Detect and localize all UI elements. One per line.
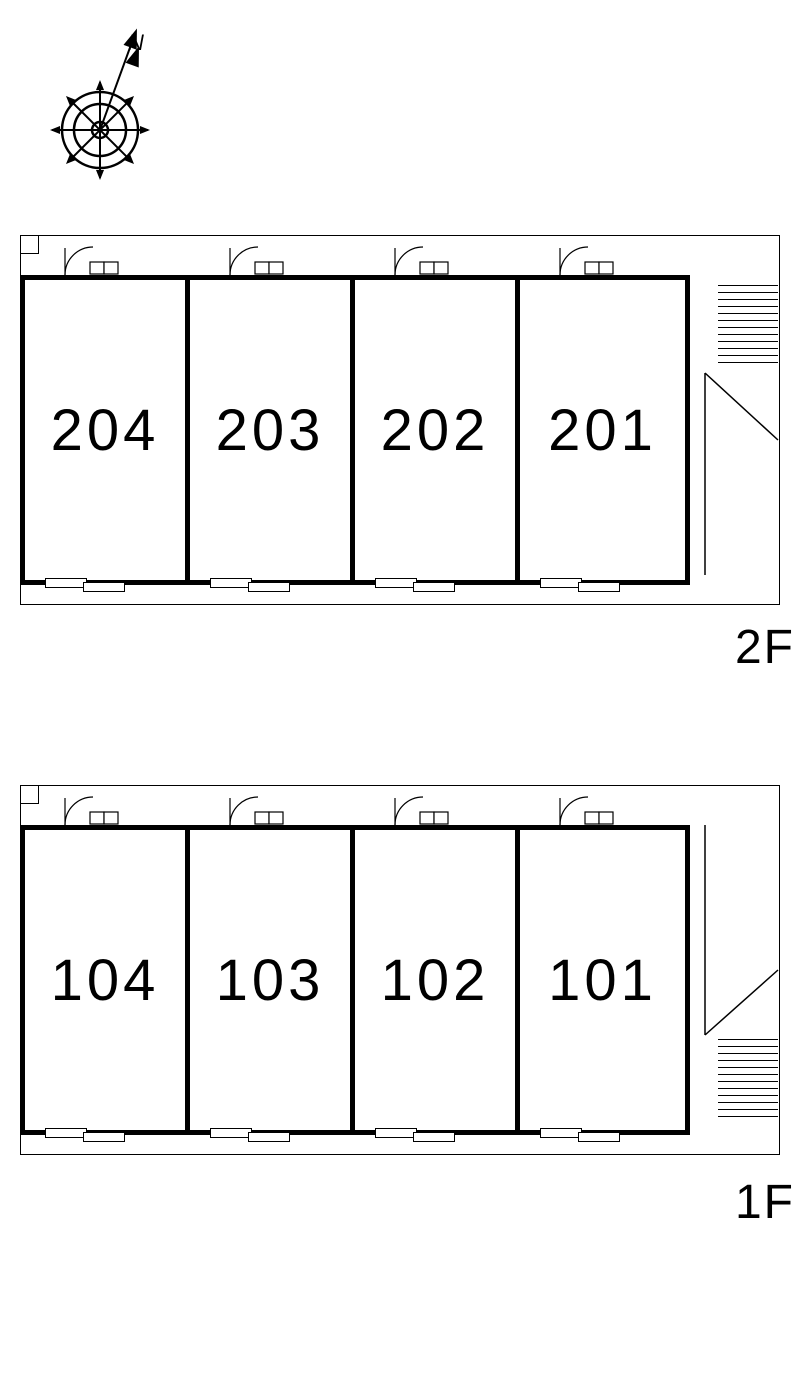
door-icon: [390, 790, 450, 825]
window-mark: [375, 1128, 455, 1142]
unit-label: 204: [51, 397, 160, 464]
floor-label-1f: 1F: [735, 1175, 795, 1230]
door-icon: [225, 240, 285, 275]
floor-plan-2f: 204 203 202 201: [20, 235, 780, 605]
unit-201: 201: [520, 280, 685, 580]
unit-label: 202: [381, 397, 490, 464]
door-icon: [555, 790, 615, 825]
door-icon: [225, 790, 285, 825]
window-mark: [210, 578, 290, 592]
unit-label: 101: [548, 947, 657, 1014]
stair-1f: [695, 825, 780, 1125]
unit-202: 202: [355, 280, 520, 580]
unit-101: 101: [520, 830, 685, 1130]
window-mark: [45, 1128, 125, 1142]
unit-103: 103: [190, 830, 355, 1130]
units-row-2f: 204 203 202 201: [20, 275, 690, 585]
window-mark: [375, 578, 455, 592]
window-mark: [540, 578, 620, 592]
unit-label: 201: [548, 397, 657, 464]
unit-label: 102: [381, 947, 490, 1014]
window-mark: [540, 1128, 620, 1142]
unit-label: 203: [216, 397, 325, 464]
unit-102: 102: [355, 830, 520, 1130]
unit-label: 104: [51, 947, 160, 1014]
door-icon: [555, 240, 615, 275]
window-mark: [45, 578, 125, 592]
unit-203: 203: [190, 280, 355, 580]
units-row-1f: 104 103 102 101: [20, 825, 690, 1135]
compass-rose: N: [30, 20, 170, 215]
window-mark: [210, 1128, 290, 1142]
stair-2f: [695, 275, 780, 575]
door-icon: [60, 790, 120, 825]
door-icon: [390, 240, 450, 275]
unit-label: 103: [216, 947, 325, 1014]
floor-label-2f: 2F: [735, 620, 795, 675]
unit-104: 104: [25, 830, 190, 1130]
floor-plan-1f: 104 103 102 101: [20, 785, 780, 1155]
door-icon: [60, 240, 120, 275]
compass-north-label: N: [128, 30, 144, 55]
unit-204: 204: [25, 280, 190, 580]
